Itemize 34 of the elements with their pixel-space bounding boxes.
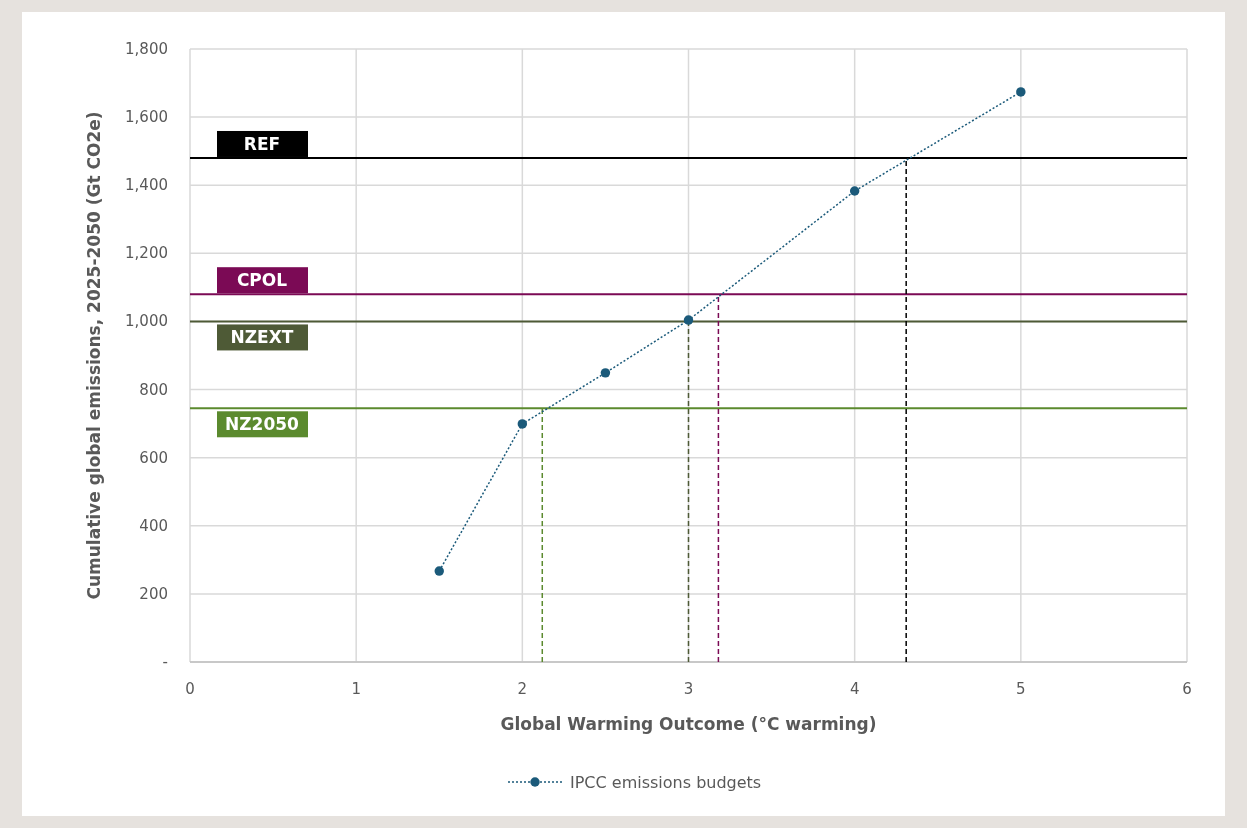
- y-tick-label: 1,200: [125, 244, 168, 263]
- y-tick-label: 1,400: [125, 176, 168, 195]
- label-tag: REF: [217, 131, 308, 157]
- label-tag: CPOL: [217, 267, 308, 294]
- y-axis-title: Cumulative global emissions, 2025-2050 (Gt CO2e): [84, 111, 104, 600]
- ref-line-label: NZ2050: [225, 414, 300, 435]
- ref-line-label: REF: [243, 133, 281, 154]
- x-axis-title: Global Warming Outcome (°C warming): [500, 714, 877, 734]
- label-tag: NZEXT: [217, 324, 308, 351]
- x-tick-label: 6: [1182, 680, 1192, 698]
- point: [683, 315, 694, 325]
- y-tick-label: 1,800: [125, 40, 168, 58]
- point: [849, 186, 860, 196]
- y-tick-label: 1,000: [125, 312, 168, 331]
- label-tag: NZ2050: [217, 411, 308, 438]
- y-tick-label: 400: [139, 516, 168, 535]
- legend-label: IPCC emissions budgets: [570, 773, 762, 792]
- x-tick-label: 1: [351, 680, 361, 698]
- y-tick-label: -: [162, 653, 168, 671]
- y-tick-label: 200: [139, 584, 168, 603]
- x-tick-label: 5: [1016, 680, 1026, 698]
- ref-line-label: NZEXT: [230, 327, 294, 348]
- y-tick-label: 1,600: [125, 108, 168, 127]
- y-tick-label: 800: [139, 380, 168, 399]
- point: [434, 566, 444, 576]
- ref-line-label: CPOL: [236, 270, 288, 291]
- point: [1016, 87, 1026, 97]
- x-tick-label: 3: [683, 680, 694, 698]
- y-tick-label: 600: [139, 448, 168, 467]
- point: [517, 419, 528, 429]
- x-tick-label: 4: [849, 680, 860, 698]
- x-tick-label: 0: [185, 680, 195, 698]
- x-tick-label: 2: [517, 680, 528, 698]
- point: [600, 368, 611, 378]
